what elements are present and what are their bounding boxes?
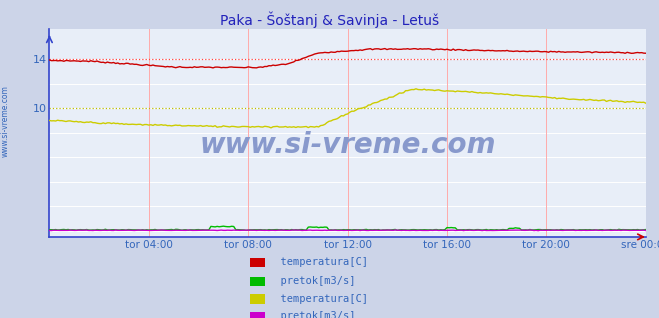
- Text: temperatura[C]: temperatura[C]: [268, 294, 368, 304]
- Text: www.si-vreme.com: www.si-vreme.com: [1, 85, 10, 157]
- Text: Paka - Šoštanj & Savinja - Letuš: Paka - Šoštanj & Savinja - Letuš: [220, 11, 439, 28]
- Text: pretok[m3/s]: pretok[m3/s]: [268, 311, 356, 318]
- Text: www.si-vreme.com: www.si-vreme.com: [200, 131, 496, 159]
- Text: temperatura[C]: temperatura[C]: [268, 257, 368, 267]
- Text: pretok[m3/s]: pretok[m3/s]: [268, 276, 356, 287]
